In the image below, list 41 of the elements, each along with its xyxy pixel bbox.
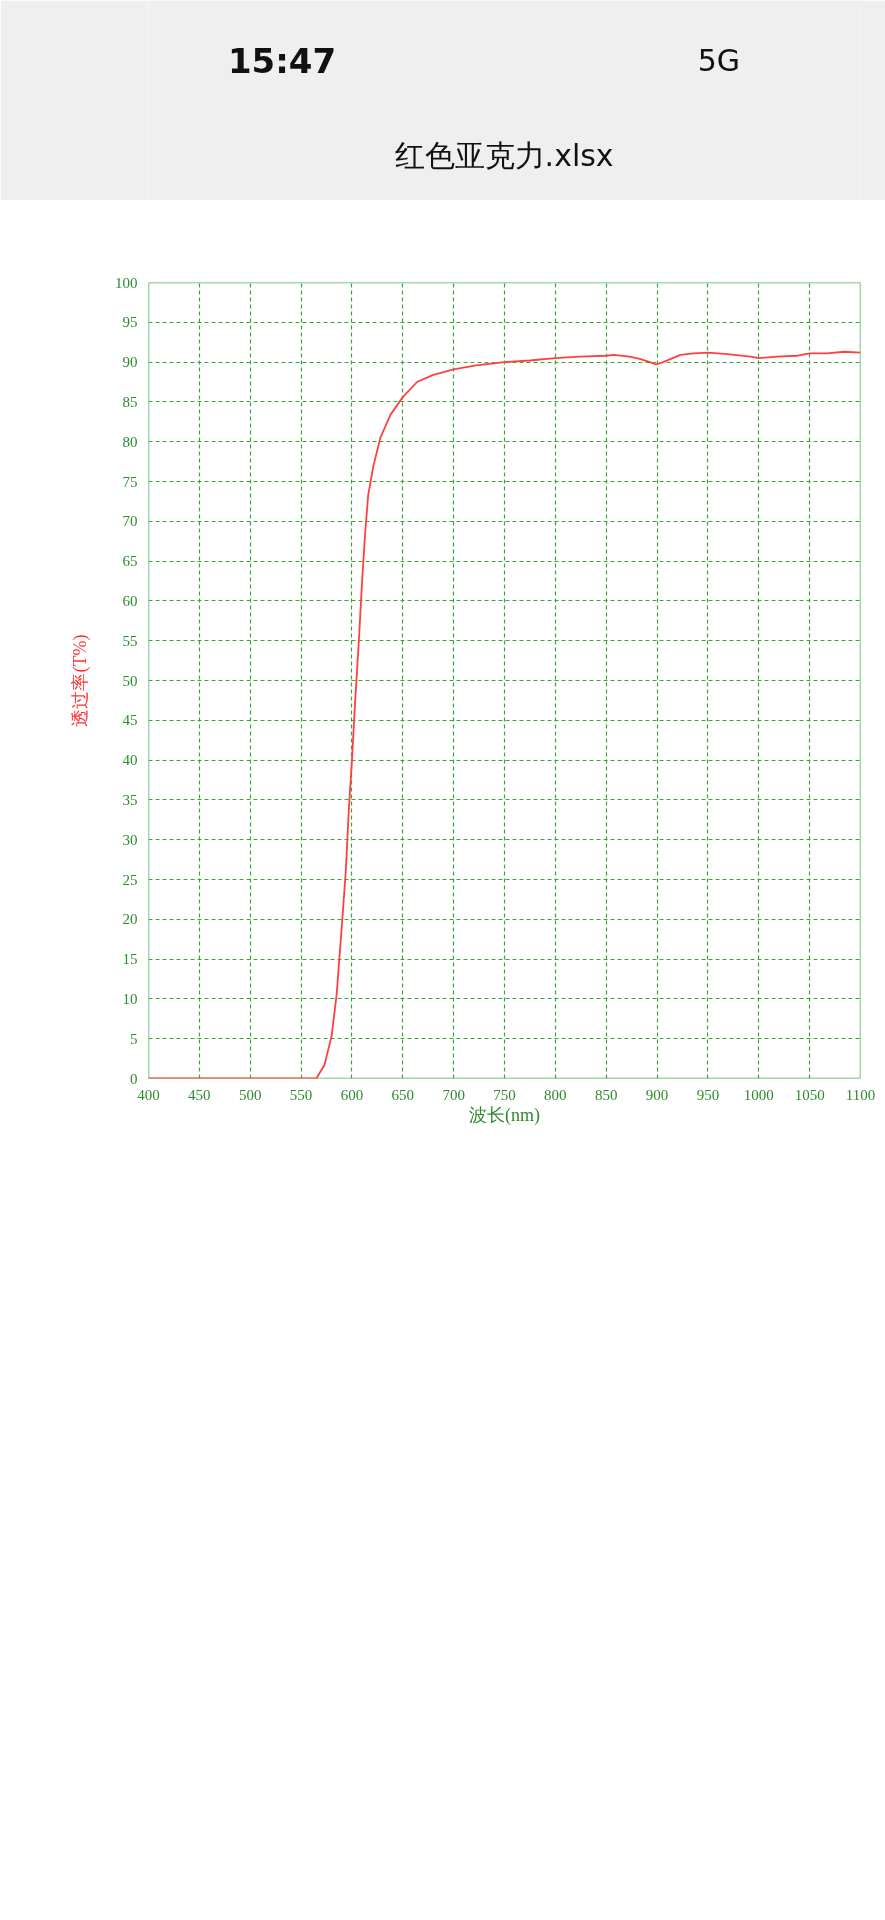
y-tick-label: 60	[122, 592, 138, 609]
y-tick-label: 50	[122, 672, 138, 689]
y-tick-label: 40	[122, 752, 138, 769]
x-tick-label: 850	[594, 1086, 618, 1103]
x-tick-label: 650	[391, 1086, 415, 1103]
y-tick-label: 30	[122, 831, 138, 848]
y-tick-label: 15	[122, 951, 138, 968]
y-tick-label: 10	[122, 990, 138, 1007]
x-tick-label: 400	[137, 1086, 160, 1103]
y-tick-label: 100	[115, 274, 138, 291]
x-tick-label: 550	[289, 1086, 313, 1103]
y-tick-label: 25	[122, 871, 138, 888]
y-tick-label: 35	[122, 791, 138, 808]
y-tick-label: 80	[122, 433, 138, 450]
y-tick-label: 5	[130, 1030, 138, 1047]
x-tick-label: 500	[238, 1086, 262, 1103]
x-tick-label: 700	[442, 1086, 465, 1103]
x-tick-label: 950	[696, 1086, 720, 1103]
chart-title: 红色亚克力.xlsx	[394, 138, 614, 173]
y-tick-label: 70	[122, 513, 138, 530]
y-tick-label: 95	[122, 314, 138, 331]
y-axis-title: 透过率(T%)	[70, 634, 91, 727]
x-tick-label: 600	[340, 1086, 364, 1103]
x-tick-label: 900	[645, 1086, 669, 1103]
y-tick-label: 0	[130, 1070, 138, 1087]
y-tick-label: 65	[122, 553, 138, 570]
text: 15:47	[227, 40, 337, 81]
y-tick-label: 20	[122, 911, 138, 928]
x-tick-label: 750	[493, 1086, 516, 1103]
x-tick-label: 1000	[743, 1086, 774, 1103]
y-tick-label: 55	[122, 632, 138, 649]
x-tick-label: 1100	[845, 1086, 876, 1103]
x-tick-label: 800	[544, 1086, 567, 1103]
text: 5G	[697, 43, 741, 78]
x-axis-title: 波长(nm)	[469, 1104, 541, 1126]
y-tick-label: 45	[122, 712, 138, 729]
x-tick-label: 450	[188, 1086, 211, 1103]
x-tick-label: 1050	[794, 1086, 825, 1103]
y-tick-label: 85	[122, 393, 138, 410]
y-tick-label: 75	[122, 473, 138, 490]
y-tick-label: 90	[122, 354, 138, 371]
